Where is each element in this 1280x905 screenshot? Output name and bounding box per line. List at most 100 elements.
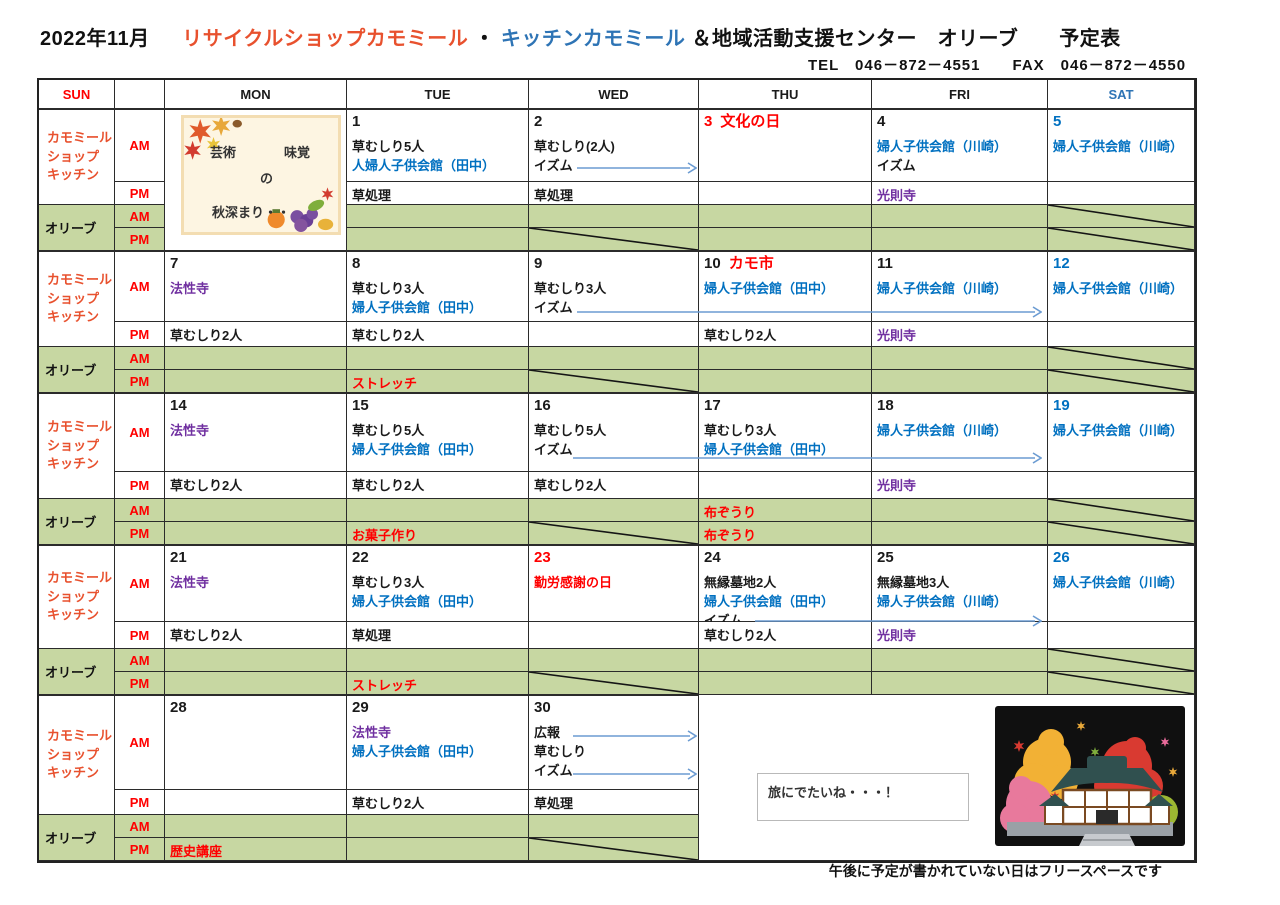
holiday-label: 文化の日 <box>720 113 781 130</box>
schedule-entry: イズム <box>534 442 573 457</box>
title-rest: ＆地域活動支援センター オリーブ 予定表 <box>691 28 1121 50</box>
schedule-entry: 草処理 <box>352 188 392 203</box>
schedule-entry: 草むしり <box>534 744 587 759</box>
week2-tue-pm-cell: 草むしり2人 <box>347 322 529 347</box>
date-number: 17 <box>704 397 721 414</box>
week4-wed-olive-am-cell <box>529 649 699 672</box>
schedule-entry: 婦人子供会館（川崎） <box>877 423 1008 438</box>
schedule-entry: 草むしり3人 <box>704 423 777 438</box>
date-number: 1 <box>352 113 361 130</box>
autumn-art-cell: 芸術 味覚の秋深まり・・ <box>165 109 347 251</box>
schedule-entry: 草処理 <box>534 796 574 811</box>
date-number: 11 <box>877 255 893 272</box>
schedule-entry: 婦人子供会館（川崎） <box>1053 281 1184 296</box>
group-label-camomile-week5: カモミール ショップ キッチン <box>39 695 115 815</box>
olive-activity: 歴史講座 <box>170 844 223 859</box>
art-text: 芸術 <box>210 145 237 160</box>
week4-wed-olive-pm-cell <box>529 672 699 695</box>
schedule-entry: 草処理 <box>352 628 392 643</box>
schedule-entry: 無縁墓地3人 <box>877 575 950 590</box>
week4-thu-pm-cell: 草むしり2人 <box>699 622 872 649</box>
schedule-entry: 婦人子供会館（田中） <box>352 594 483 609</box>
week2-mon-am-cell: 7 法性寺 <box>165 251 347 322</box>
week5-free-area: 旅にでたいね・・・！ <box>699 695 1195 861</box>
week2-mon-pm-cell: 草むしり2人 <box>165 322 347 347</box>
week3-mon-am-cell: 14 法性寺 <box>165 393 347 472</box>
week5-tue-olive-am-cell <box>347 815 529 838</box>
schedule-entry: 草むしり2人 <box>534 478 607 493</box>
week3-sat-olive-am-cell <box>1048 499 1195 522</box>
group-label-camomile-week3: カモミール ショップ キッチン <box>39 393 115 499</box>
olive-activity: ストレッチ <box>352 678 418 693</box>
date-number: 29 <box>352 699 369 716</box>
pm-label: PM <box>115 790 165 815</box>
travel-note-box: 旅にでたいね・・・！ <box>757 773 969 821</box>
diagonal-strikethrough <box>1048 347 1194 369</box>
diagonal-strikethrough <box>1048 370 1194 392</box>
week2-fri-pm-cell: 光則寺 <box>872 322 1048 347</box>
am-label: AM <box>115 695 165 790</box>
schedule-entry: 草むしり2人 <box>704 328 777 343</box>
schedule-entry: イズム <box>534 763 573 778</box>
schedule-entry: 草むしり5人 <box>352 423 425 438</box>
date-number: 18 <box>877 397 894 414</box>
page-title: 2022年11月 リサイクルショップカモミール ・ キッチンカモミール ＆地域活… <box>40 22 1121 51</box>
art-text: の <box>260 171 274 186</box>
date-number: 2 <box>534 113 543 130</box>
date-number: 19 <box>1053 397 1070 414</box>
week3-mon-olive-am-cell <box>165 499 347 522</box>
week3-wed-olive-am-cell <box>529 499 699 522</box>
date-number: 3 文化の日 <box>704 113 781 130</box>
date-number: 30 <box>534 699 551 716</box>
schedule-entry: 婦人子供会館（川崎） <box>877 281 1008 296</box>
week1-fri-olive-pm-cell <box>872 228 1048 251</box>
schedule-entry: 草むしり5人 <box>534 423 607 438</box>
schedule-entry: 法性寺 <box>170 575 210 590</box>
schedule-entry: イズム <box>534 158 573 173</box>
schedule-entry: 婦人子供会館（田中） <box>352 744 483 759</box>
week1-sat-olive-pm-cell <box>1048 228 1195 251</box>
temple-with-autumn-leaves-illustration <box>995 706 1185 846</box>
footer-note: 午後に予定が書かれていない日はフリースペースです <box>828 863 1162 879</box>
week4-mon-pm-cell: 草むしり2人 <box>165 622 347 649</box>
art-text: 味覚 <box>284 145 311 160</box>
diagonal-strikethrough <box>529 228 698 250</box>
day-header-TUE: TUE <box>347 80 529 109</box>
diagonal-strikethrough <box>529 522 698 544</box>
date-number: 28 <box>170 699 187 716</box>
art-text: 秋深まり・・ <box>212 205 291 220</box>
schedule-entry: 法性寺 <box>352 725 392 740</box>
week1-fri-pm-cell: 光則寺 <box>872 182 1048 205</box>
olive-pm-label: PM <box>115 228 165 251</box>
date-number: 22 <box>352 549 369 566</box>
week2-wed-olive-am-cell <box>529 347 699 370</box>
day-header-blank <box>115 80 165 109</box>
week2-fri-am-cell: 11 婦人子供会館（川崎） <box>872 251 1048 322</box>
week1-tue-olive-pm-cell <box>347 228 529 251</box>
week5-tue-am-cell: 29 法性寺婦人子供会館（田中） <box>347 695 529 790</box>
week5-tue-pm-cell: 草むしり2人 <box>347 790 529 815</box>
schedule-entry: 婦人子供会館（川崎） <box>1053 575 1184 590</box>
week3-thu-olive-am-cell: 布ぞうり <box>699 499 872 522</box>
schedule-entry: 草むしり2人 <box>704 628 777 643</box>
schedule-entry: 勤労感謝の日 <box>534 575 613 590</box>
am-label: AM <box>115 109 165 182</box>
date-number: 24 <box>704 549 721 566</box>
pm-label: PM <box>115 472 165 499</box>
week3-tue-olive-pm-cell: お菓子作り <box>347 522 529 545</box>
week2-thu-olive-am-cell <box>699 347 872 370</box>
schedule-entry: 婦人子供会館（田中） <box>704 281 835 296</box>
week2-tue-am-cell: 8 草むしり3人 婦人子供会館（田中） <box>347 251 529 322</box>
week3-mon-pm-cell: 草むしり2人 <box>165 472 347 499</box>
week2-fri-olive-am-cell <box>872 347 1048 370</box>
title-dot: ・ <box>474 28 495 50</box>
day-header-MON: MON <box>165 80 347 109</box>
week1-fri-olive-am-cell <box>872 205 1048 228</box>
schedule-entry: 広報 <box>534 725 561 740</box>
week2-wed-am-cell: 9 草むしり3人 イズム <box>529 251 1042 322</box>
week5-wed-am-cell: 30 広報草むしりイズム <box>529 695 699 790</box>
diagonal-strikethrough <box>1048 672 1194 694</box>
schedule-entry: 光則寺 <box>877 328 917 343</box>
diagonal-strikethrough <box>1048 499 1194 521</box>
diagonal-strikethrough <box>529 370 698 392</box>
